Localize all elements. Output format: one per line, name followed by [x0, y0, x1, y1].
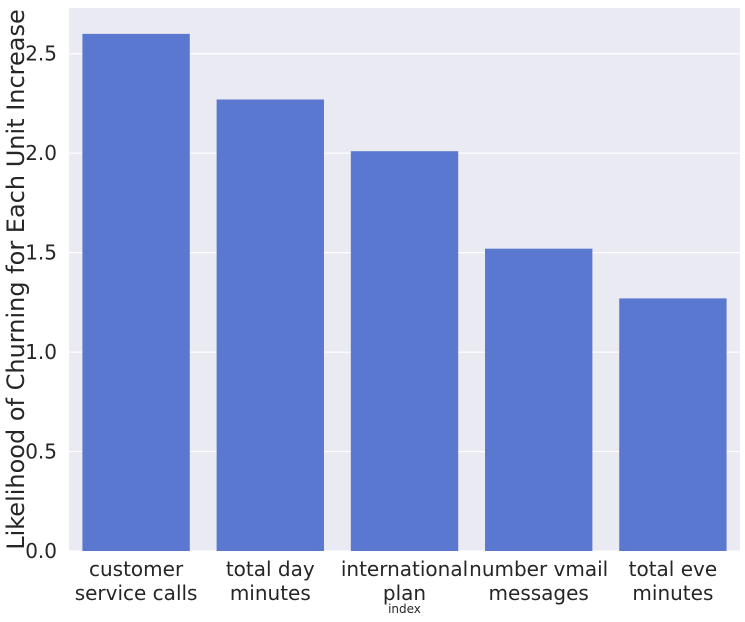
bar	[216, 99, 324, 551]
x-tick-label: total day minutes	[226, 557, 315, 605]
bars	[82, 33, 727, 552]
y-tick-label: 1.5	[25, 241, 57, 265]
x-axis-label: index	[388, 602, 421, 616]
y-axis-label: Likelihood of Churning for Each Unit Inc…	[2, 9, 30, 550]
x-tick-label: total eve minutes	[629, 557, 718, 605]
bar	[82, 33, 190, 552]
bar	[350, 151, 459, 551]
y-tick-label: 2.0	[25, 141, 57, 165]
bar	[485, 248, 593, 551]
y-axis-ticks: 0.0 0.5 1.0 1.5 2.0 2.5	[25, 42, 57, 563]
x-tick-label: international plan	[341, 557, 468, 605]
x-tick-label: customer service calls	[75, 557, 198, 605]
y-tick-label: 0.5	[25, 440, 57, 464]
x-tick-label: number vmail messages	[469, 557, 608, 605]
y-tick-label: 0.0	[25, 539, 57, 563]
y-tick-label: 1.0	[25, 340, 57, 364]
y-tick-label: 2.5	[25, 42, 57, 66]
bar	[619, 298, 727, 551]
x-axis-ticks: customer service calls total day minutes int…	[75, 557, 717, 605]
